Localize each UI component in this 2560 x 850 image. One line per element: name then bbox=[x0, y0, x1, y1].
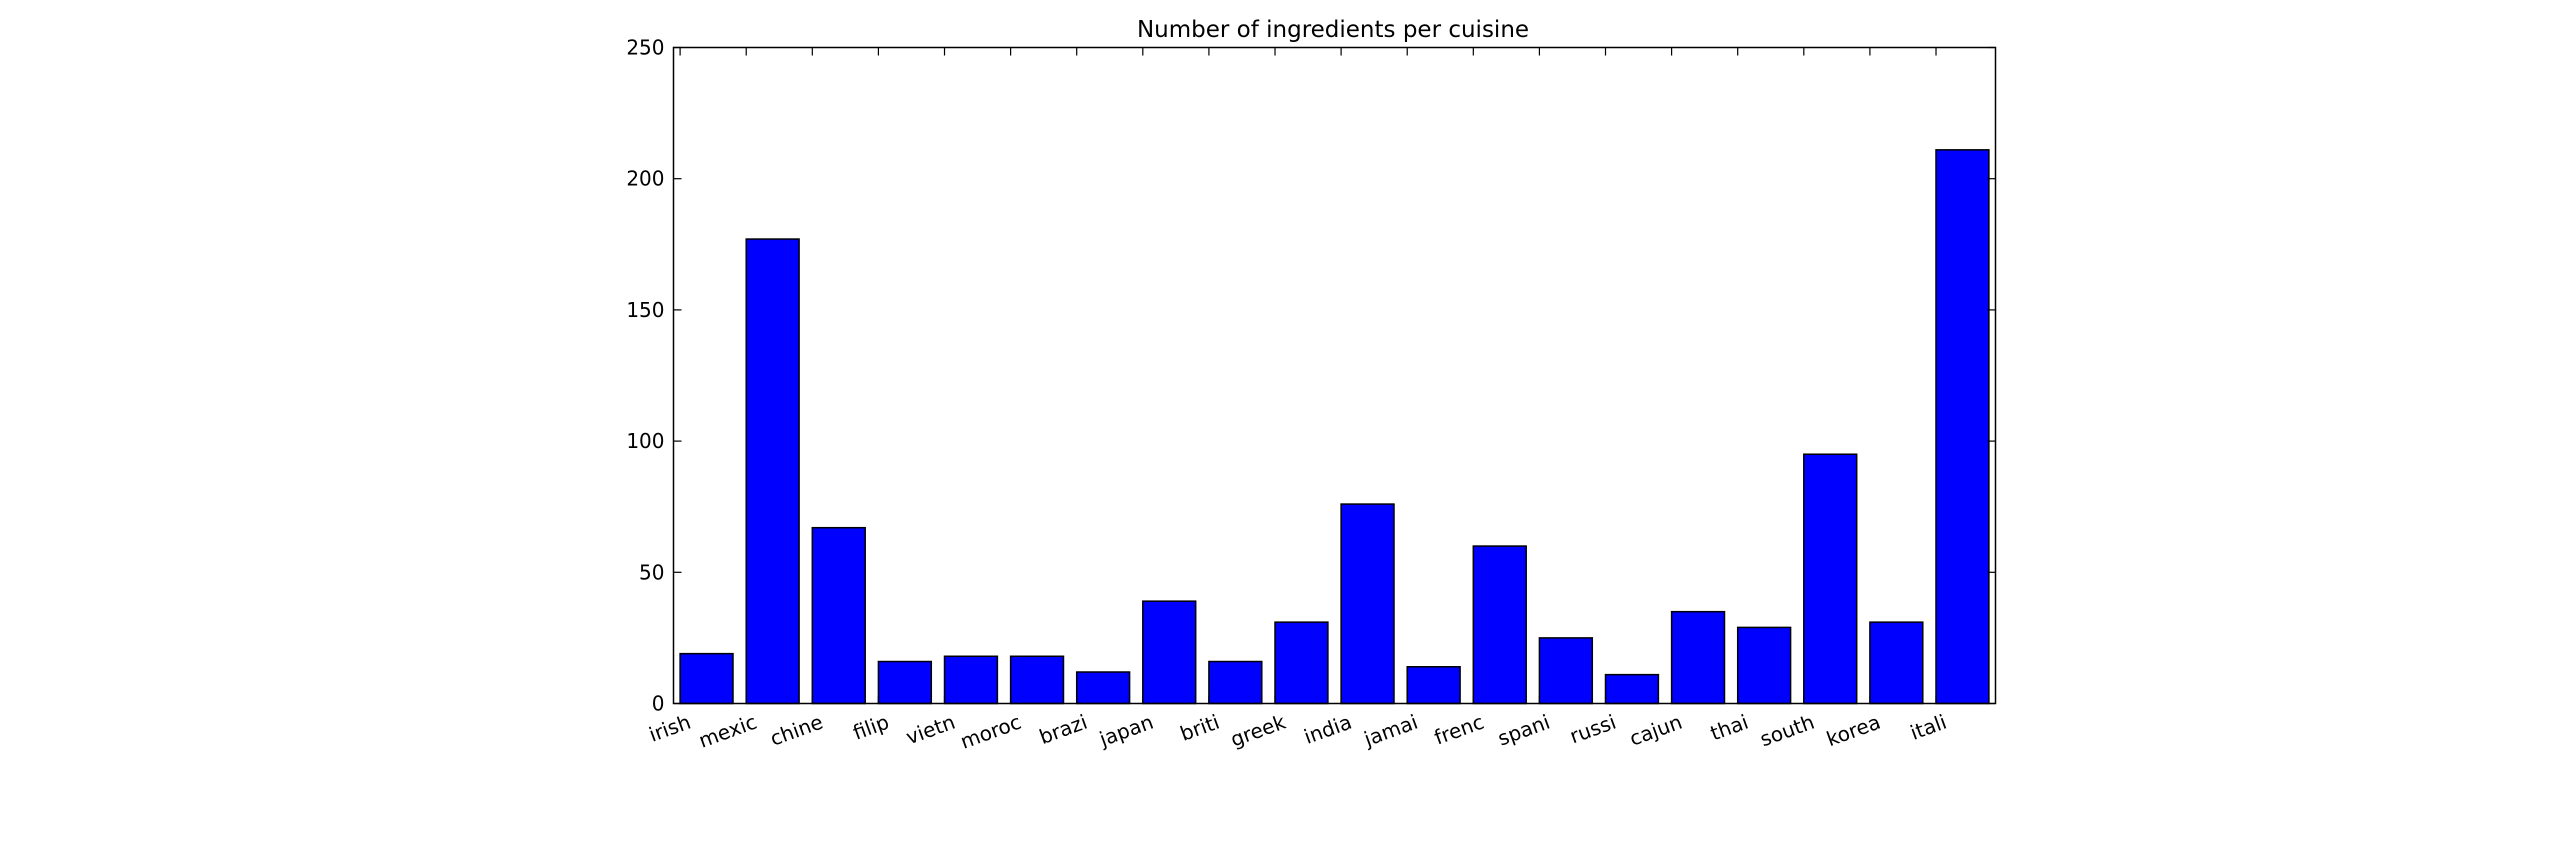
x-tick-label-india: india bbox=[1301, 710, 1355, 749]
bars-group bbox=[679, 149, 1990, 705]
plot-frame bbox=[672, 46, 1997, 705]
x-tick-label-chine: chine bbox=[767, 710, 826, 751]
y-tick-label-50: 50 bbox=[639, 560, 664, 584]
x-tick-label-south: south bbox=[1757, 710, 1818, 752]
x-tick-label-brazi: brazi bbox=[1036, 710, 1090, 749]
bar-brazi bbox=[1075, 671, 1131, 705]
bar-india bbox=[1340, 503, 1395, 705]
bar-irish bbox=[679, 652, 734, 705]
bar-south bbox=[1803, 453, 1858, 705]
y-tick-label-100: 100 bbox=[626, 429, 664, 453]
bar-greek bbox=[1274, 621, 1329, 705]
y-tick-labels: 0 50 100 150 200 250 bbox=[626, 36, 664, 716]
x-tick-label-itali: itali bbox=[1907, 710, 1950, 745]
y-tick-label-0: 0 bbox=[652, 692, 665, 716]
bar-japan bbox=[1142, 600, 1197, 705]
bar-thai bbox=[1736, 626, 1792, 705]
y-tick-label-250: 250 bbox=[626, 36, 664, 60]
y-tick-label-150: 150 bbox=[626, 298, 664, 322]
x-tick-label-korea: korea bbox=[1823, 710, 1883, 752]
bar-korea bbox=[1869, 621, 1924, 705]
x-tick-label-jamai: jamai bbox=[1360, 710, 1421, 752]
bar-frenc bbox=[1472, 545, 1527, 705]
x-tick-label-mexic: mexic bbox=[695, 710, 759, 753]
x-tick-label-frenc: frenc bbox=[1431, 710, 1487, 750]
bar-mexic bbox=[745, 238, 800, 705]
chart-title: Number of ingredients per cuisine bbox=[1137, 17, 1529, 43]
bar-cajun bbox=[1670, 610, 1726, 705]
x-tick-label-vietn: vietn bbox=[903, 710, 958, 750]
bar-moroc bbox=[1009, 655, 1065, 705]
x-tick-label-filip: filip bbox=[850, 710, 892, 745]
x-tick-label-spani: spani bbox=[1495, 710, 1554, 751]
bar-vietn bbox=[943, 655, 999, 705]
ticks-group bbox=[673, 46, 1996, 705]
bar-spani bbox=[1538, 637, 1594, 705]
x-tick-label-briti: briti bbox=[1177, 710, 1223, 746]
bar-briti bbox=[1208, 660, 1263, 705]
y-tick-label-200: 200 bbox=[626, 167, 664, 191]
bar-chine bbox=[811, 526, 866, 705]
x-tick-label-japan: japan bbox=[1095, 710, 1156, 752]
bar-itali bbox=[1935, 149, 1990, 705]
bar-jamai bbox=[1406, 666, 1461, 705]
x-tick-label-moroc: moroc bbox=[957, 710, 1024, 754]
x-tick-label-greek: greek bbox=[1227, 710, 1289, 752]
x-tick-label-cajun: cajun bbox=[1626, 710, 1685, 751]
x-tick-label-thai: thai bbox=[1707, 710, 1751, 746]
x-tick-label-russi: russi bbox=[1567, 710, 1620, 749]
bar-russi bbox=[1604, 673, 1660, 705]
bar-filip bbox=[877, 660, 933, 705]
